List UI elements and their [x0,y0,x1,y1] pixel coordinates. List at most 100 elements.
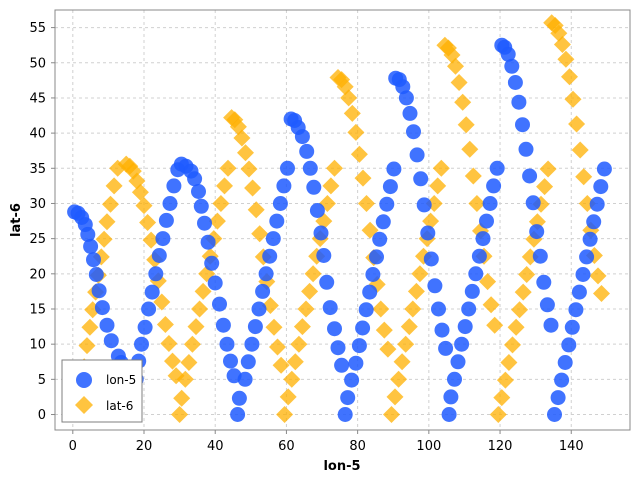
data-point-lon-5 [471,248,487,264]
data-point-lon-5 [547,407,562,422]
data-point-lon-5 [134,336,149,352]
data-point-lon-5 [99,317,115,333]
data-point-lat-6 [383,406,400,423]
data-point-lat-6 [575,168,593,186]
data-point-lat-6 [244,179,262,197]
data-point-lon-5 [550,390,566,406]
data-point-lon-5 [398,90,414,106]
data-point-lat-6 [81,318,99,336]
data-point-lat-6 [496,371,514,389]
y-tick-label: 5 [38,373,46,388]
data-point-lat-6 [489,406,507,423]
data-point-lon-5 [280,160,295,176]
data-point-lat-6 [561,68,578,86]
data-point-lon-5 [413,171,429,187]
data-point-lon-5 [337,407,353,422]
data-point-lon-5 [596,161,612,177]
data-point-lon-5 [272,196,288,211]
data-point-lon-5 [482,196,498,211]
data-point-lon-5 [151,248,167,263]
legend-label-lon-5: lon-5 [106,373,136,387]
y-tick-label: 55 [29,21,46,36]
y-tick-label: 30 [29,197,46,212]
data-point-lat-6 [183,335,201,353]
data-point-lon-5 [515,117,530,133]
data-point-lon-5 [299,143,315,159]
data-point-lat-6 [247,201,265,219]
x-axis-title: lon-5 [323,459,360,474]
data-point-lat-6 [393,353,411,371]
data-point-lon-5 [402,105,418,121]
data-point-lon-5 [420,225,436,241]
data-point-lat-6 [297,300,315,318]
data-point-lat-6 [216,177,233,195]
data-point-lon-5 [464,283,480,299]
data-point-lon-5 [406,124,421,140]
data-point-lon-5 [479,213,494,229]
data-point-lon-5 [554,372,570,388]
data-point-lat-6 [429,177,447,195]
data-point-lat-6 [422,212,440,230]
data-point-lat-6 [194,282,212,300]
data-point-lon-5 [571,284,587,300]
data-point-lon-5 [204,255,220,271]
data-point-lon-5 [313,225,329,241]
y-tick-label: 50 [29,56,46,71]
data-point-lon-5 [589,196,605,212]
data-point-lon-5 [244,336,260,352]
y-tick-label: 20 [29,267,46,282]
x-tick-label: 40 [207,439,224,454]
data-point-lat-6 [286,353,304,371]
data-point-lon-5 [454,336,470,352]
data-point-lon-5 [475,231,491,247]
data-point-lon-5 [457,319,473,335]
data-point-lon-5 [461,301,477,317]
data-point-lon-5 [155,231,171,247]
data-point-lat-6 [212,195,230,212]
data-point-lon-5 [269,213,285,229]
data-point-lat-6 [304,265,322,283]
data-point-lat-6 [479,273,497,291]
data-point-lat-6 [290,335,308,353]
data-point-lat-6 [468,195,486,212]
data-point-lon-5 [468,266,484,282]
data-point-lat-6 [135,197,153,215]
y-tick-label: 45 [29,91,46,106]
data-point-lat-6 [322,177,340,195]
axis-ticks: 0 20 40 60 80 100 120 140 0 5 10 15 20 25 30 35 40 45 50 55 [29,21,583,454]
data-point-lat-6 [265,318,283,336]
data-point-lat-6 [164,352,181,370]
data-point-lat-6 [251,225,269,243]
data-point-lat-6 [514,283,532,301]
plot-area-frame [54,9,631,431]
data-point-lon-5 [219,336,235,352]
data-point-lat-6 [568,115,586,133]
data-point-lat-6 [142,231,160,249]
data-point-lon-5 [251,301,267,317]
data-point-lat-6 [171,406,189,423]
data-point-lon-5 [504,58,520,74]
data-point-lat-6 [283,370,301,388]
data-point-lon-5 [543,317,559,333]
data-point-lon-5 [447,371,462,387]
data-point-lat-6 [464,167,482,185]
data-point-lon-5 [529,224,545,240]
data-point-lon-5 [489,160,505,176]
data-point-lat-6 [208,212,226,230]
data-point-lon-5 [94,300,110,316]
data-point-lat-6 [404,300,422,318]
data-point-lat-6 [390,370,408,388]
data-point-lon-5 [215,317,231,333]
data-point-lon-5 [86,252,101,268]
data-point-lon-5 [319,274,335,290]
data-point-lat-6 [407,282,425,300]
data-point-lat-6 [350,145,368,163]
data-point-lon-5 [486,178,502,194]
data-point-lon-5 [525,195,541,211]
data-point-lon-5 [423,251,439,267]
data-point-lat-6 [156,316,174,333]
plot-marks [67,14,612,423]
data-point-lat-6 [358,195,375,212]
data-point-lon-5 [382,179,398,195]
